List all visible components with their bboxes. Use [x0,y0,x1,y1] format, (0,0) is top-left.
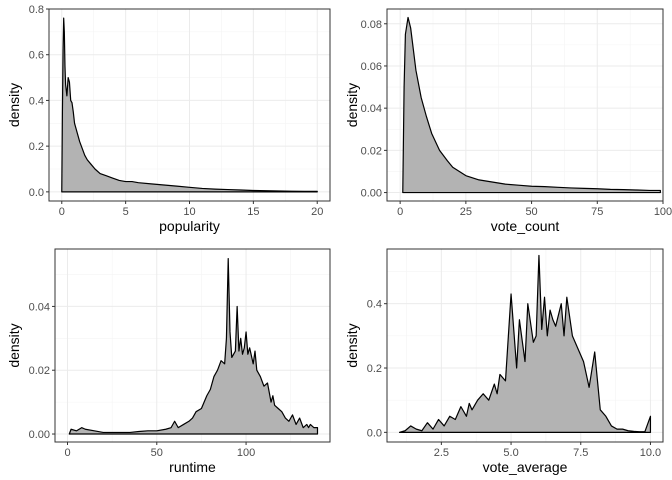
x-tick-label: 10.0 [640,447,661,459]
panel-popularity: 0 5 10 15 20 0.0 0.2 0.4 0.6 0.8 popularity density [6,4,331,234]
y-tick-label: 0.0 [367,427,382,439]
x-tick-label: 50 [151,447,163,459]
panel-border [54,248,331,443]
y-tick-label: 0.6 [29,50,44,62]
panel-background [55,249,330,442]
y-axis-title: density [6,83,22,127]
x-axis-title: vote_average [483,459,568,475]
x-axis-title: vote_count [491,218,560,234]
x-tick-label: 100 [654,206,672,218]
x-tick-label: 50 [525,206,537,218]
x-tick-label: 2.5 [434,447,449,459]
x-tick-label: 25 [460,206,472,218]
y-tick-label: 0.0 [29,187,44,199]
x-axis-title: popularity [159,218,220,234]
y-tick-label: 0.08 [361,19,382,31]
panel-runtime: 0 50 100 0.00 0.02 0.04 runtime density [6,248,331,475]
x-tick-label: 0 [64,447,70,459]
panel-border [386,8,664,202]
x-tick-label: 20 [311,206,323,218]
x-axis-title: runtime [169,459,216,475]
y-axis-title: density [6,323,22,367]
y-tick-label: 0.04 [361,103,382,115]
y-tick-label: 0.4 [29,95,44,107]
density-area [61,17,318,193]
y-tick-label: 0.00 [29,429,50,441]
x-tick-label: 0 [59,206,65,218]
y-tick-label: 0.06 [361,61,382,73]
y-axis-title: density [344,323,360,367]
x-tick-label: 15 [247,206,259,218]
x-tick-label: 5.0 [503,447,518,459]
y-tick-label: 0.8 [29,4,44,16]
x-tick-label: 10 [183,206,195,218]
x-tick-label: 7.5 [573,447,588,459]
x-tick-label: 5 [123,206,129,218]
y-tick-label: 0.02 [29,365,50,377]
y-tick-label: 0.4 [367,299,382,311]
density-area [398,254,652,433]
y-tick-label: 0.02 [361,145,382,157]
density-area [68,257,319,435]
y-tick-label: 0.00 [361,188,382,200]
density-area [402,16,661,194]
y-tick-label: 0.2 [29,141,44,153]
y-tick-label: 0.2 [367,363,382,375]
panel-vote-count: 0 25 50 75 100 0.00 0.02 0.04 0.06 0.08 vote_count… [344,8,672,234]
x-tick-label: 75 [591,206,603,218]
y-axis-title: density [344,83,360,127]
y-tick-label: 0.04 [29,301,50,313]
x-tick-label: 100 [237,447,255,459]
panel-vote-average: 2.5 5.0 7.5 10.0 0.0 0.2 0.4 vote_average densit… [344,248,664,475]
x-tick-label: 0 [397,206,403,218]
panel-border [386,248,664,443]
